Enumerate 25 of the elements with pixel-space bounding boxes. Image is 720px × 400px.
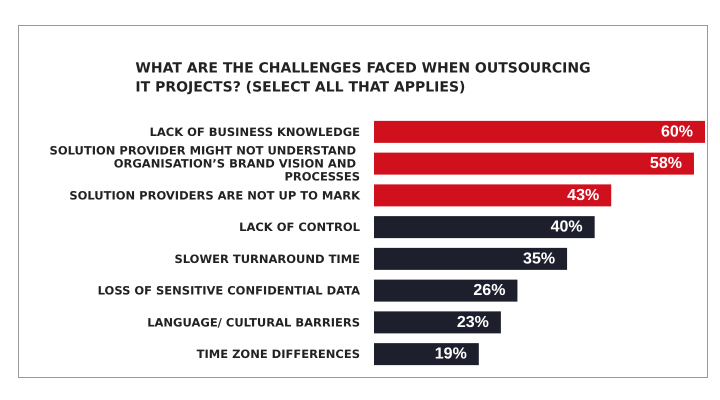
data-label: 58%	[650, 155, 682, 172]
y-tick-label: SOLUTION PROVIDERS ARE NOT UP TO MARK	[69, 188, 362, 202]
y-tick-label: LACK OF BUSINESS KNOWLEDGE	[150, 124, 360, 139]
bar	[374, 280, 518, 302]
y-tick-label: TIME ZONE DIFFERENCES	[196, 347, 360, 362]
chart-title: WHAT ARE THE CHALLENGES FACED WHEN OUTSOURCING IT PROJECTS? (SELECT ALL THAT APPLIES)	[135, 60, 591, 96]
y-tick-label: SOLUTION PROVIDER MIGHT NOT UNDERSTAND ORGANISATION’S BRAND VISION AND PROCESSES	[50, 144, 360, 184]
data-label: 19%	[434, 346, 467, 363]
bar	[374, 120, 705, 143]
y-tick-label: LANGUAGE/ CULTURAL BARRIERS	[147, 315, 360, 330]
bar	[374, 311, 501, 334]
data-label: 23%	[456, 314, 489, 331]
bar	[374, 248, 568, 270]
y-tick-label: LOSS OF SENSITIVE CONFIDENTIAL DATA	[98, 284, 360, 298]
data-label: 43%	[567, 186, 600, 204]
data-label: 40%	[550, 218, 583, 236]
bar	[374, 343, 479, 366]
data-label: 60%	[660, 123, 693, 140]
y-tick-label: LACK OF CONTROL	[239, 220, 361, 234]
y-tick-label: SLOWER TURNAROUND TIME	[174, 252, 360, 266]
bar	[374, 184, 612, 206]
bar	[374, 152, 694, 175]
data-label: 26%	[473, 282, 506, 300]
data-label: 35%	[523, 250, 556, 268]
bar	[374, 216, 595, 238]
